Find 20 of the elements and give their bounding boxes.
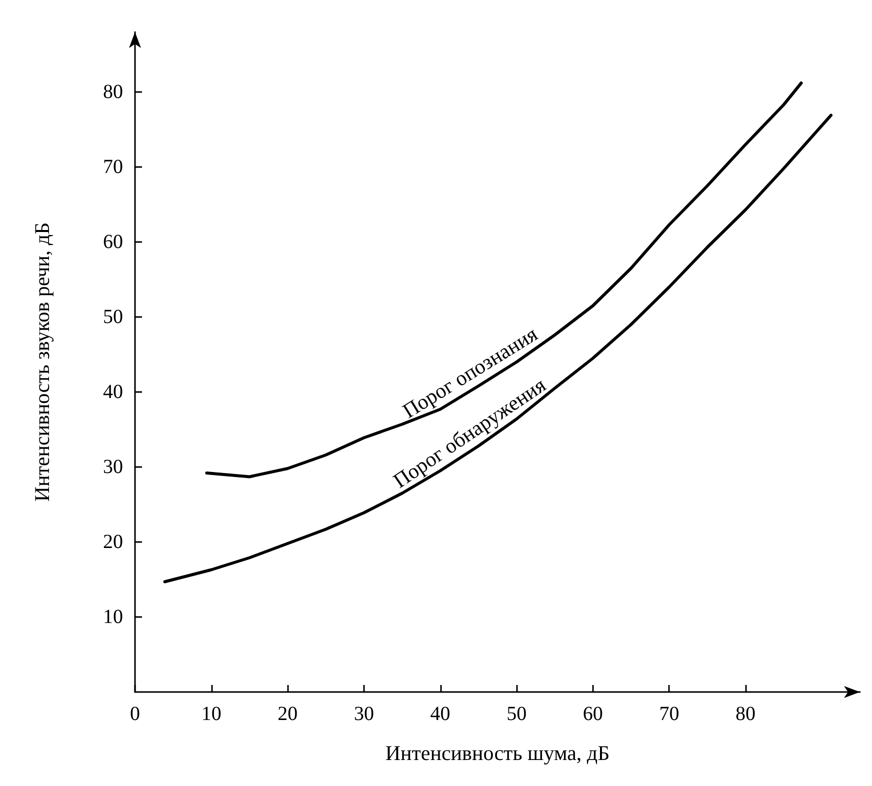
y-tick-label: 60: [103, 231, 123, 253]
x-axis-title: Интенсивность шума, дБ: [385, 741, 610, 765]
line-series: [163, 114, 832, 584]
x-tick-label: 10: [201, 703, 222, 725]
x-tick-label: 60: [582, 703, 603, 725]
y-tick-label: 40: [103, 381, 123, 403]
x-tick-label: 50: [506, 703, 527, 725]
x-tick-label: 80: [736, 703, 756, 725]
x-tick-label: 30: [354, 703, 374, 725]
y-tick-label: 30: [103, 456, 123, 478]
y-tick-label: 50: [103, 306, 123, 328]
y-tick-label: 80: [103, 81, 123, 103]
y-tick-label: 70: [103, 156, 123, 178]
y-tick-label: 20: [103, 531, 123, 553]
x-tick-label: 70: [659, 703, 680, 725]
x-tick-label: 0: [130, 703, 140, 725]
y-tick-label: 10: [103, 606, 123, 628]
y-axis-title: Интенсивность звуков речи, дБ: [30, 222, 54, 502]
x-tick-label: 20: [278, 703, 298, 725]
x-tick-label: 40: [430, 703, 450, 725]
